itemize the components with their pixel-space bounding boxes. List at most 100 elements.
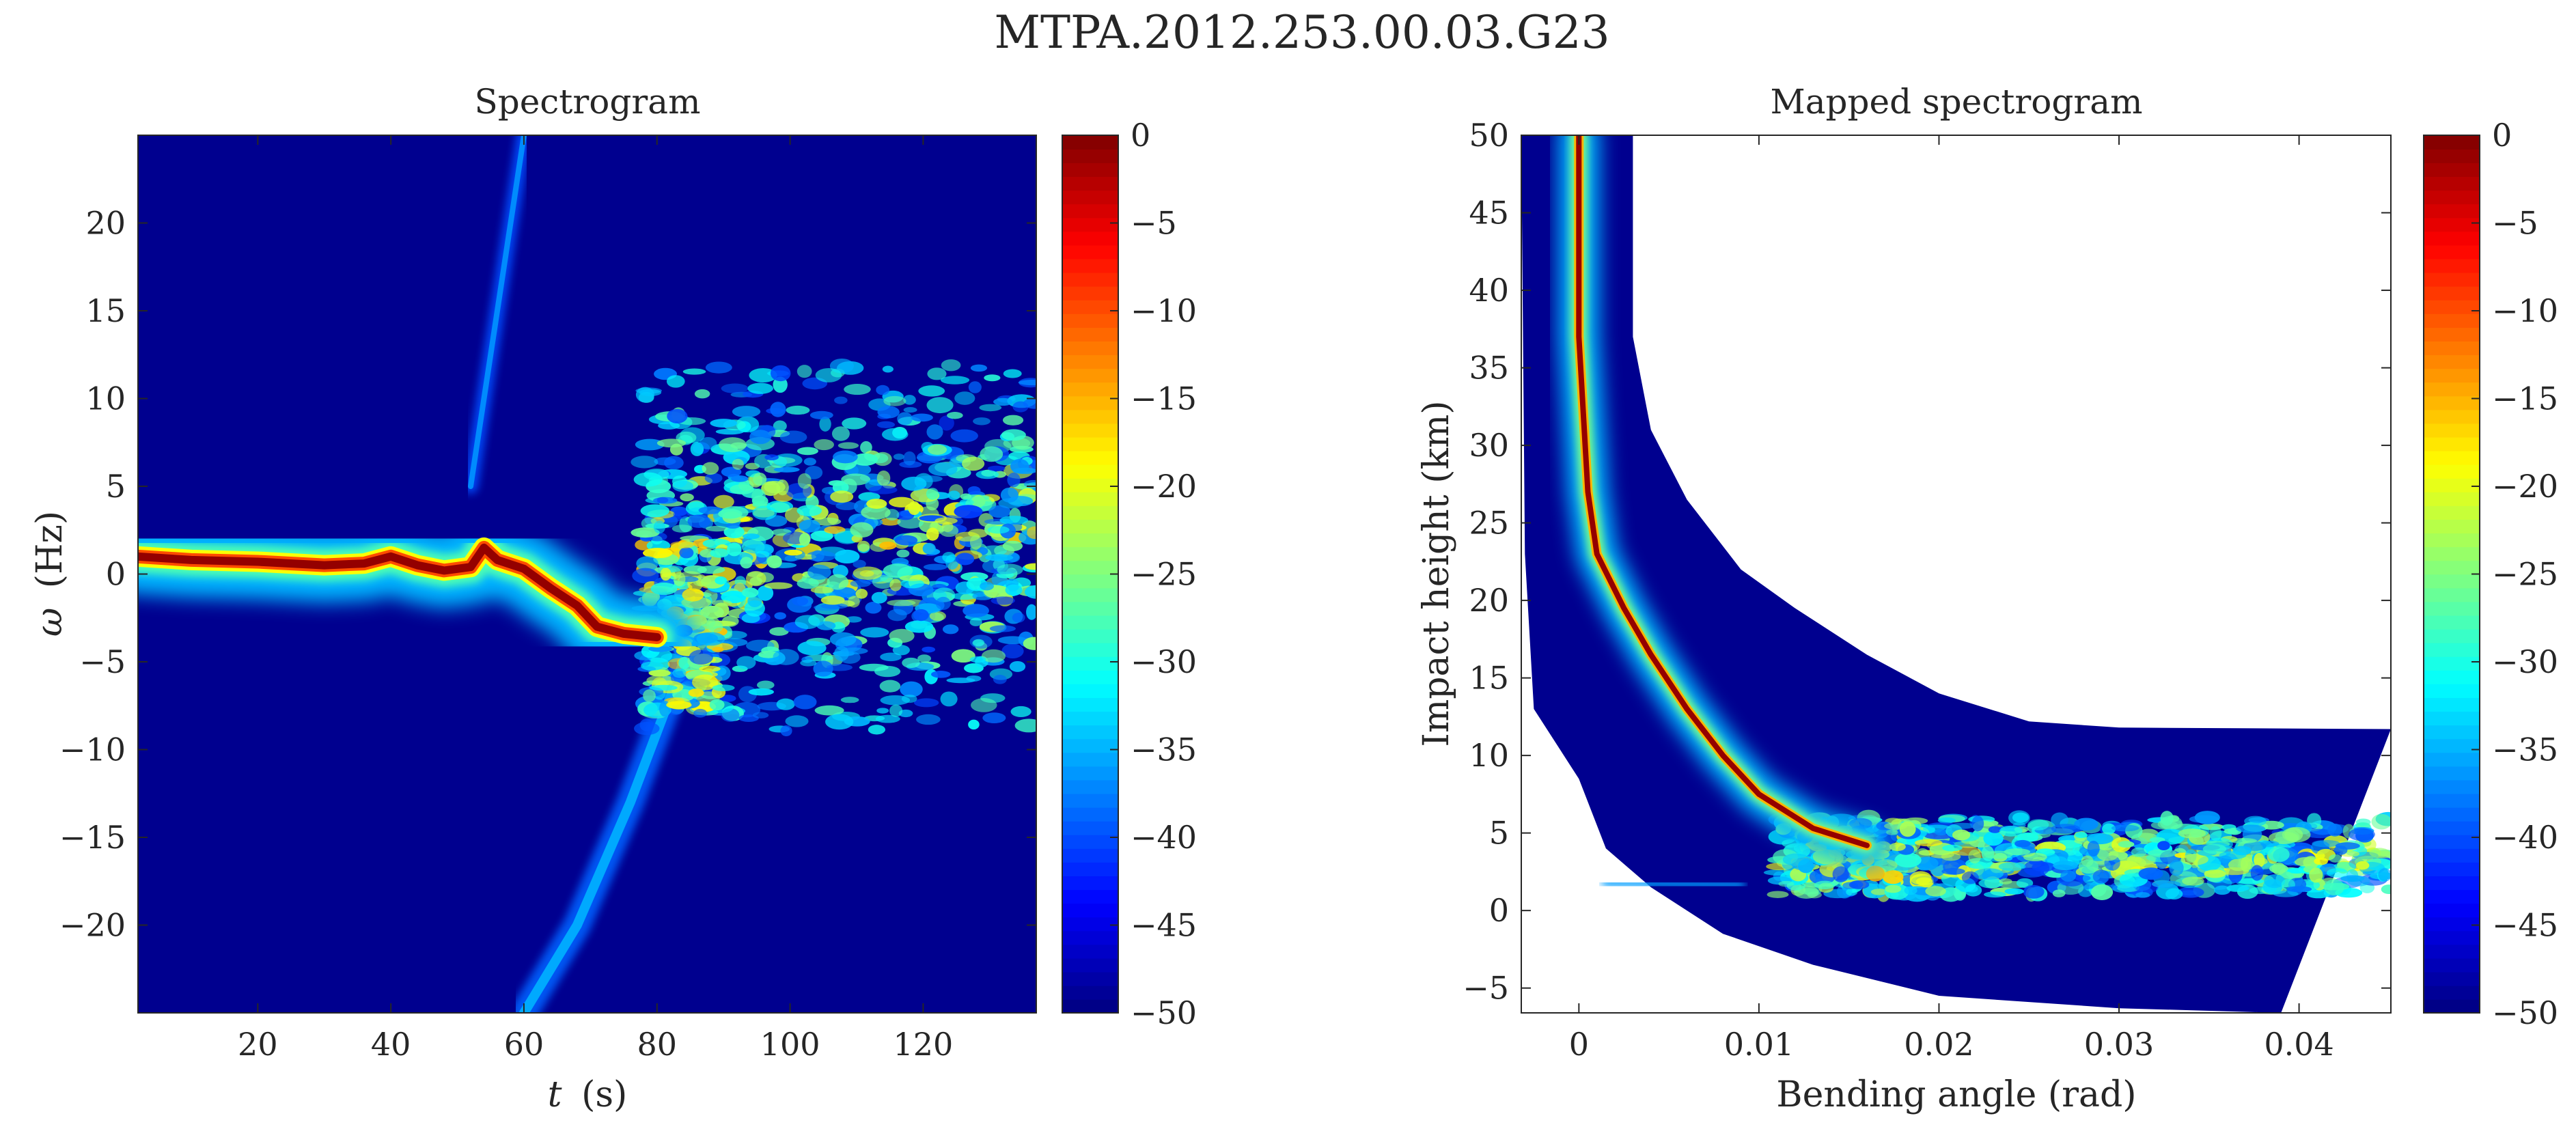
mapped-spectrogram-colorbar-segment xyxy=(2424,628,2480,643)
noise-blob xyxy=(650,583,678,596)
noise-blob xyxy=(935,596,951,611)
noise-blob xyxy=(940,691,958,707)
mapped-spectrogram-colorbar-segment xyxy=(2424,587,2480,602)
spectrogram-colorbar-segment xyxy=(1062,930,1118,945)
noise-blob xyxy=(997,636,1027,645)
spectrogram-colorbar-segment xyxy=(1062,519,1118,534)
noise-blob xyxy=(954,505,983,518)
mapped-main-curve xyxy=(1576,135,1870,848)
mapped-spectrogram-colorbar-segment xyxy=(2424,670,2480,684)
noise-blob xyxy=(852,453,878,466)
spectrogram-xtick-label: 80 xyxy=(637,1026,678,1063)
aliased-ridge-lower xyxy=(519,657,689,1013)
noise-blob xyxy=(631,527,660,538)
noise-blob xyxy=(897,412,913,425)
mapped-spectrogram-colorbar-segment xyxy=(2424,862,2480,877)
noise-blob xyxy=(1007,553,1021,563)
spectrogram-xlabel: t (s) xyxy=(548,1074,628,1115)
mapped-noise-blob xyxy=(2204,869,2226,878)
mapped-noise-blob xyxy=(2111,824,2139,832)
mapped-noise-blob xyxy=(1814,880,1836,889)
noise-blob xyxy=(633,472,663,487)
mapped-spectrogram-colorbar-segment xyxy=(2424,299,2480,314)
noise-blob xyxy=(896,549,910,558)
mapped-noise-blob xyxy=(2309,867,2323,883)
mapped-spectrogram-colorbar-segment xyxy=(2424,834,2480,849)
noise-blob xyxy=(689,650,713,665)
mapped-spectrogram-colorbar-segment xyxy=(2424,245,2480,260)
noise-blob xyxy=(749,576,762,586)
mapped-noise-blob xyxy=(1999,826,2023,837)
noise-blob xyxy=(987,465,1006,472)
mapped-spectrogram-colorbar-segment xyxy=(2424,752,2480,767)
noise-blob xyxy=(642,548,673,559)
mapped-noise-blob xyxy=(1778,880,1795,887)
spectrogram-colorbar-label: −40 xyxy=(1131,819,1197,856)
noise-blob xyxy=(850,580,871,587)
mapped-noise-blob xyxy=(1952,829,1971,841)
noise-blob xyxy=(635,438,665,451)
mapped-noise-blob xyxy=(2312,839,2340,848)
spectrogram-colorbar-label: −45 xyxy=(1131,907,1197,944)
mapped-noise-blob xyxy=(1984,891,2006,898)
noise-blob xyxy=(797,641,827,656)
noise-blob xyxy=(927,367,947,380)
spectrogram-colorbar-segment xyxy=(1062,670,1118,684)
mapped-noise-blob xyxy=(2236,824,2266,833)
noise-blob xyxy=(880,652,902,662)
spectrogram-colorbar-segment xyxy=(1062,190,1118,205)
noise-blob xyxy=(825,714,854,730)
noise-blob xyxy=(773,454,803,467)
spectrogram-colorbar-segment xyxy=(1062,958,1118,973)
mapped-noise-blob xyxy=(1767,891,1789,898)
noise-blob xyxy=(773,420,787,432)
mapped-spectrogram-colorbar-label: −5 xyxy=(2492,205,2538,242)
mapped-noise-blob xyxy=(2016,878,2034,889)
mapped-noise-blob xyxy=(2254,857,2268,865)
spectrogram-colorbar-segment xyxy=(1062,917,1118,932)
noise-blob xyxy=(970,364,988,372)
spectrogram-xtick-label: 20 xyxy=(238,1026,278,1063)
noise-blob xyxy=(721,383,749,393)
spectrogram-ytick-label: 20 xyxy=(85,205,126,242)
spectrogram-colorbar-segment xyxy=(1062,217,1118,232)
noise-blob xyxy=(857,540,870,552)
noise-blob xyxy=(819,416,831,432)
noise-blob xyxy=(713,494,734,509)
mapped-spectrogram-colorbar-segment xyxy=(2424,477,2480,492)
noise-blob xyxy=(632,568,659,584)
noise-blob xyxy=(749,430,771,445)
mapped-noise-blob xyxy=(2273,891,2299,897)
mapped-noise-blob xyxy=(2051,812,2068,828)
noise-blob xyxy=(946,678,975,684)
noise-blob xyxy=(721,590,747,604)
noise-blob xyxy=(889,628,915,643)
spectrogram-ylabel: ω (Hz) xyxy=(29,511,70,637)
mapped-spectrogram-colorbar-label: −20 xyxy=(2492,468,2558,505)
spectrogram-ytick-label: 0 xyxy=(106,556,126,593)
spectrogram-colorbar-label: 0 xyxy=(1131,117,1150,154)
mapped-noise-blob xyxy=(2314,857,2328,865)
mapped-spectrogram-colorbar-segment xyxy=(2424,395,2480,410)
spectrogram-colorbar-segment xyxy=(1062,684,1118,699)
noise-blob xyxy=(797,505,822,516)
mapped-noise-blob xyxy=(2180,854,2208,865)
mapped-spectrogram-colorbar-segment xyxy=(2424,711,2480,726)
noise-blob xyxy=(712,684,735,691)
mapped-noise-blob xyxy=(2219,855,2232,864)
noise-blob xyxy=(769,627,789,636)
noise-blob xyxy=(679,547,694,559)
noise-blob xyxy=(742,587,759,598)
spectrogram-ytick-label: 15 xyxy=(85,292,126,329)
noise-blob xyxy=(699,436,717,449)
noise-blob xyxy=(816,621,836,630)
noise-blob xyxy=(841,473,871,486)
noise-blob xyxy=(871,591,887,604)
noise-blob xyxy=(719,695,736,702)
mapped-noise-blob xyxy=(2307,813,2322,828)
noise-blob xyxy=(699,665,721,672)
noise-blob xyxy=(926,424,943,440)
mapped-noise-blob xyxy=(1870,889,1888,895)
mapped-noise-blob xyxy=(1925,886,1946,897)
